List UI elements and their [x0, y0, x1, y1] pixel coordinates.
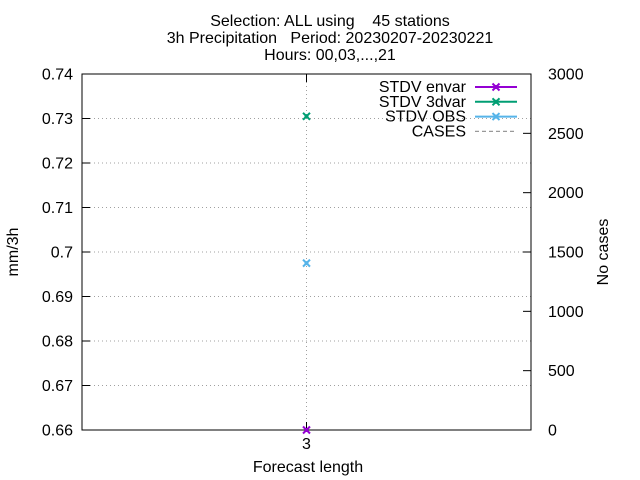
y-tick-label: 0.72 [42, 156, 73, 173]
legend-marker [491, 97, 501, 107]
y-axis-label: mm/3h [5, 228, 22, 277]
y-tick-label: 0.66 [42, 423, 73, 440]
legend-marker [491, 82, 501, 92]
y-tick-label: 0.7 [51, 245, 73, 262]
y2-tick-label: 500 [548, 363, 575, 380]
axis-ticks: 0.74 0.73 0.72 0.71 0.7 0.69 0.68 0.67 0.66 3000 2… [42, 67, 584, 454]
y2-tick-label: 1500 [548, 245, 584, 262]
y-tick-label: 0.67 [42, 378, 73, 395]
legend-label: STDV envar [379, 79, 467, 96]
y2-tick-label: 1000 [548, 304, 584, 321]
x-axis-label: Forecast length [253, 459, 363, 476]
y2-tick-label: 2500 [548, 126, 584, 143]
y-tick-label: 0.73 [42, 111, 73, 128]
data-marks [302, 112, 311, 435]
legend-marker [491, 112, 501, 121]
data-point-stdv-envar [302, 425, 311, 435]
legend-label: STDV 3dvar [379, 94, 467, 111]
y2-tick-label: 3000 [548, 67, 584, 84]
x-tick-label: 3 [302, 436, 311, 453]
y2-tick-label: 0 [548, 423, 557, 440]
y-tick-label: 0.71 [42, 200, 73, 217]
y2-tick-label: 2000 [548, 185, 584, 202]
y2-axis-label: No cases [595, 219, 612, 286]
title-line: Selection: ALL using 45 stations [210, 13, 450, 30]
legend-label: STDV OBS [385, 109, 466, 126]
y-tick-label: 0.69 [42, 289, 73, 306]
y-tick-label: 0.74 [42, 67, 73, 84]
grid [82, 74, 531, 430]
title-line: 3h Precipitation Period: 20230207-202302… [167, 30, 494, 47]
data-point-stdv-3dvar [302, 112, 311, 121]
title-line: Hours: 00,03,...,21 [264, 47, 396, 64]
legend-label: CASES [412, 123, 466, 140]
y-tick-label: 0.68 [42, 334, 73, 351]
data-point-stdv-obs [302, 258, 311, 268]
